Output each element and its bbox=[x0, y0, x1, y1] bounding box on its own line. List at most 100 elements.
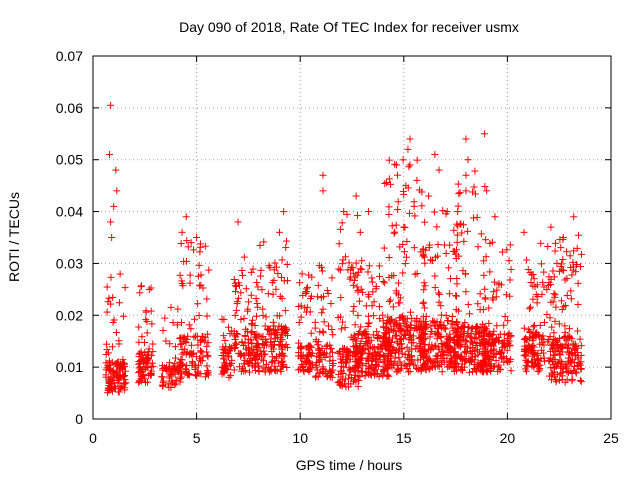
data-point bbox=[187, 325, 195, 333]
data-point bbox=[318, 309, 326, 317]
data-point bbox=[196, 248, 204, 256]
data-point bbox=[443, 354, 451, 362]
data-point bbox=[114, 379, 122, 387]
data-point bbox=[498, 339, 506, 347]
data-point bbox=[565, 348, 573, 356]
data-point bbox=[385, 175, 393, 183]
data-point bbox=[113, 187, 121, 195]
data-point bbox=[471, 334, 479, 342]
data-point bbox=[329, 331, 337, 339]
data-point bbox=[411, 270, 419, 278]
data-point bbox=[194, 300, 202, 308]
data-point bbox=[219, 343, 227, 351]
data-point bbox=[554, 340, 562, 348]
data-point bbox=[477, 230, 485, 238]
data-point bbox=[420, 286, 428, 294]
data-point bbox=[447, 345, 455, 353]
data-point bbox=[422, 325, 430, 333]
data-point bbox=[182, 339, 190, 347]
data-point bbox=[432, 253, 440, 261]
data-point bbox=[143, 329, 151, 337]
data-point bbox=[161, 364, 169, 372]
data-point bbox=[552, 376, 560, 384]
data-point bbox=[373, 328, 381, 336]
data-point bbox=[232, 340, 240, 348]
data-point bbox=[419, 245, 427, 253]
data-point bbox=[534, 293, 542, 301]
data-point bbox=[336, 266, 344, 274]
data-point bbox=[173, 321, 181, 329]
data-point bbox=[465, 368, 473, 376]
data-point bbox=[178, 373, 186, 381]
data-point bbox=[438, 351, 446, 359]
data-point bbox=[142, 316, 150, 324]
data-point bbox=[533, 299, 541, 307]
data-point bbox=[271, 259, 279, 267]
data-point bbox=[541, 318, 549, 326]
data-point bbox=[396, 366, 404, 374]
data-point bbox=[318, 344, 326, 352]
data-point bbox=[345, 364, 353, 372]
data-point bbox=[425, 192, 433, 200]
data-point bbox=[201, 337, 209, 345]
data-point bbox=[136, 349, 144, 357]
data-point bbox=[238, 267, 246, 275]
data-point bbox=[546, 333, 554, 341]
data-point bbox=[462, 288, 470, 296]
data-point bbox=[388, 350, 396, 358]
data-point bbox=[185, 321, 193, 329]
data-point bbox=[237, 316, 245, 324]
data-point bbox=[303, 353, 311, 361]
data-point bbox=[453, 292, 461, 300]
data-point bbox=[571, 344, 579, 352]
data-point bbox=[261, 368, 269, 376]
data-point bbox=[374, 348, 382, 356]
data-point bbox=[567, 367, 575, 375]
data-point bbox=[247, 329, 255, 337]
data-point bbox=[428, 341, 436, 349]
data-point bbox=[294, 366, 302, 374]
data-point bbox=[553, 259, 561, 267]
data-point bbox=[552, 303, 560, 311]
data-point bbox=[259, 340, 267, 348]
data-point bbox=[525, 305, 533, 313]
data-point bbox=[422, 320, 430, 328]
data-point bbox=[221, 365, 229, 373]
data-point bbox=[112, 166, 120, 174]
data-point bbox=[267, 331, 275, 339]
data-point bbox=[253, 279, 261, 287]
data-point bbox=[242, 285, 250, 293]
data-point bbox=[567, 295, 575, 303]
data-point bbox=[522, 361, 530, 369]
data-point bbox=[393, 368, 401, 376]
data-point bbox=[555, 334, 563, 342]
data-point bbox=[413, 176, 421, 184]
data-point bbox=[384, 327, 392, 335]
data-point bbox=[557, 244, 565, 252]
data-point bbox=[165, 363, 173, 371]
data-point bbox=[485, 330, 493, 338]
data-point bbox=[526, 329, 534, 337]
data-point bbox=[296, 344, 304, 352]
data-point bbox=[268, 341, 276, 349]
data-point bbox=[296, 279, 304, 287]
data-point bbox=[506, 358, 514, 366]
data-point bbox=[561, 328, 569, 336]
data-point bbox=[495, 361, 503, 369]
data-point bbox=[563, 291, 571, 299]
data-point bbox=[195, 261, 203, 269]
data-point bbox=[254, 303, 262, 311]
data-point bbox=[354, 268, 362, 276]
x-tick-label: 10 bbox=[292, 430, 308, 446]
data-point bbox=[190, 246, 198, 254]
data-point bbox=[454, 363, 462, 371]
data-point bbox=[479, 362, 487, 370]
data-point bbox=[313, 352, 321, 360]
data-point bbox=[557, 262, 565, 270]
data-point bbox=[352, 348, 360, 356]
data-point bbox=[365, 319, 373, 327]
data-point bbox=[365, 208, 373, 216]
data-point bbox=[247, 291, 255, 299]
data-point bbox=[388, 222, 396, 230]
data-point bbox=[341, 324, 349, 332]
